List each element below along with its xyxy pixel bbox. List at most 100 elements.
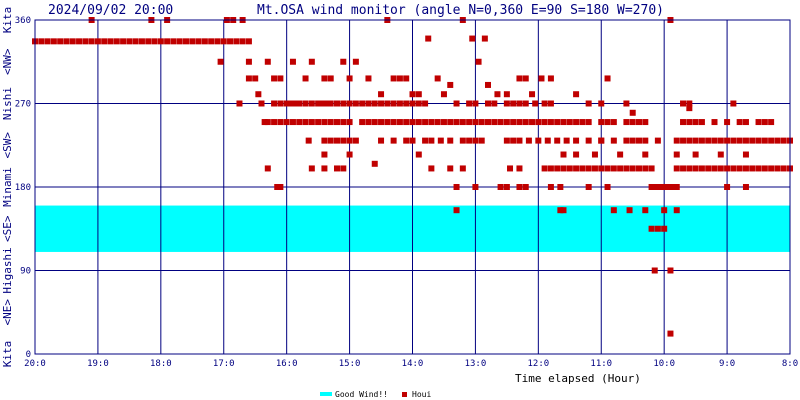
data-point [547,75,554,82]
x-tick-label: 17:0 [213,359,235,369]
data-point [522,100,529,107]
data-point [403,100,410,107]
data-point [409,91,416,98]
data-point [340,58,347,65]
data-point [761,137,768,144]
data-point [274,184,281,190]
data-point [415,119,422,126]
data-points-layer [32,17,793,337]
data-point [554,119,561,126]
legend-good-wind-swatch [320,392,332,396]
data-point [724,137,731,144]
data-point [654,184,661,190]
data-point [626,207,633,214]
data-point [724,165,731,172]
data-point [447,81,454,88]
data-point [466,100,473,107]
y-tick-label: 360 [15,16,31,26]
data-point [378,137,385,144]
data-point [340,165,347,172]
data-point [642,119,649,126]
data-point [755,137,762,144]
data-point [44,38,51,45]
data-point [396,100,403,107]
data-point [749,137,756,144]
data-point [661,225,668,232]
data-point [422,100,429,107]
data-point [503,91,510,98]
y-tick-label: 270 [15,100,31,110]
data-point [585,119,592,126]
data-point [403,137,410,144]
data-point [780,137,787,144]
data-point [566,119,573,126]
data-point [724,119,731,126]
data-point [176,38,183,45]
legend-good-wind-label: Good Wind!! [335,390,388,399]
data-point [214,38,221,45]
data-point [680,100,687,107]
data-point [629,119,636,126]
y-direction-label: Kita [1,341,14,368]
data-point [277,75,284,82]
x-tick-label: 14:0 [402,359,424,369]
data-point [422,119,429,126]
y-direction-label: Minami [1,167,14,207]
data-point [472,137,479,144]
data-point [673,151,680,158]
x-tick-label: 12:0 [527,359,549,369]
data-point [403,75,410,82]
data-point [736,119,743,126]
data-point [195,38,202,45]
data-point [82,38,89,45]
data-point [437,137,444,144]
data-point [692,137,699,144]
data-point [466,137,473,144]
data-point [642,165,649,172]
data-point [50,38,57,45]
data-point [478,137,485,144]
data-point [264,119,271,126]
data-point [308,58,315,65]
data-point [324,100,331,107]
data-point [516,137,523,144]
data-point [516,184,523,190]
data-point [459,165,466,172]
data-point [94,38,101,45]
data-point [138,38,145,45]
data-point [686,105,693,112]
data-point [346,137,353,144]
data-point [661,207,668,214]
data-point [170,38,177,45]
data-point [711,137,718,144]
data-point [541,165,548,172]
data-point [384,119,391,126]
data-point [365,100,372,107]
data-point [157,38,164,45]
data-point [636,119,642,126]
data-point [57,38,64,45]
data-point [293,100,300,107]
data-point [547,119,554,126]
data-point [264,58,271,65]
data-point [453,100,460,107]
data-point [742,184,749,190]
data-point [346,151,353,158]
data-point [503,184,510,190]
data-point [563,137,570,144]
data-point [547,165,554,172]
data-point [768,137,775,144]
data-point [698,165,705,172]
data-point [327,137,334,144]
y-tick-label: 90 [20,267,31,277]
data-point [208,38,215,45]
data-point [113,38,120,45]
data-point [491,119,498,126]
data-point [680,119,687,126]
data-point [525,137,532,144]
data-point [63,38,70,45]
data-point [308,100,315,107]
data-point [573,119,580,126]
data-point [296,119,303,126]
data-point [573,91,580,98]
